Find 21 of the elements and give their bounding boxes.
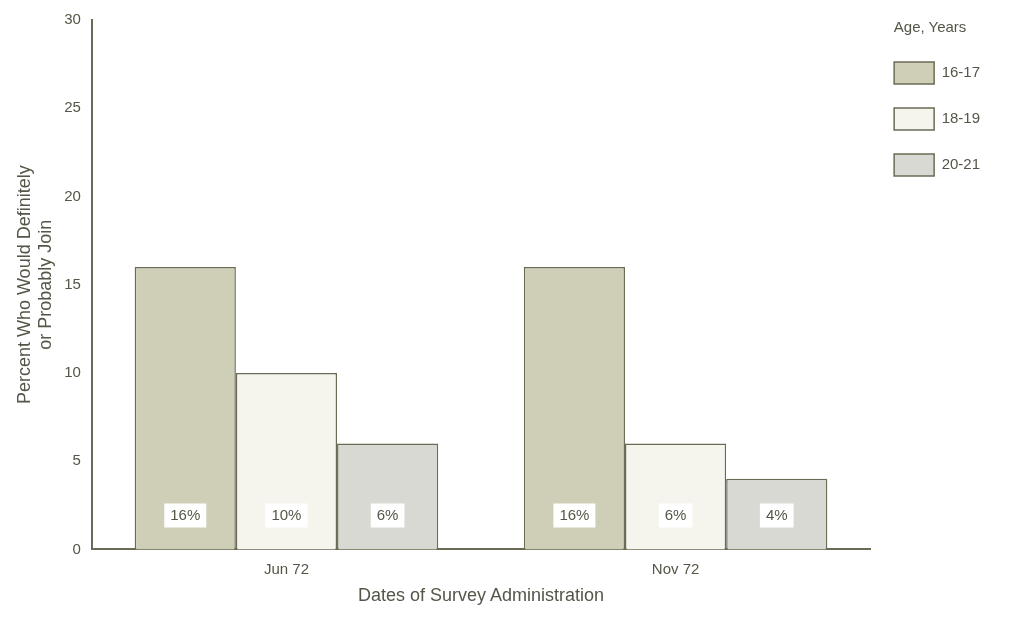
legend-label: 20-21 xyxy=(941,155,981,173)
x-tick-label: Jun 72 xyxy=(263,559,309,577)
y-tick-label: 25 xyxy=(64,98,81,116)
data-label: 4% xyxy=(765,505,788,523)
y-tick-label: 30 xyxy=(64,10,81,28)
data-label: 10% xyxy=(271,505,302,523)
data-label: 6% xyxy=(664,505,687,523)
legend-label: 18-19 xyxy=(941,109,981,127)
x-axis-title: Dates of Survey Administration xyxy=(357,585,605,606)
y-tick-label: 15 xyxy=(64,274,81,292)
y-tick-label: 0 xyxy=(72,539,81,557)
y-tick-label: 10 xyxy=(64,363,81,381)
legend-title: Age, Years xyxy=(893,17,967,35)
y-axis-title: Percent Who Would Definitely or Probably Join xyxy=(13,165,56,405)
legend-label: 16-17 xyxy=(941,63,981,81)
data-label: 16% xyxy=(559,505,590,523)
data-label: 6% xyxy=(376,505,399,523)
data-label: 16% xyxy=(170,505,201,523)
y-tick-label: 5 xyxy=(72,451,81,469)
y-tick-label: 20 xyxy=(64,186,81,204)
x-tick-label: Nov 72 xyxy=(651,559,700,577)
